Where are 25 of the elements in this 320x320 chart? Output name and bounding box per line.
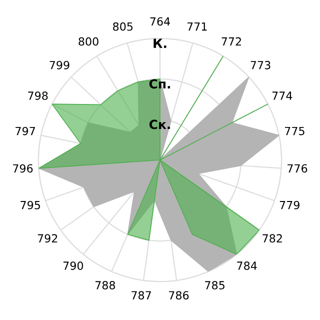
y-tick-label: К.	[154, 38, 166, 48]
spoke-label: 797	[16, 126, 35, 136]
spoke-label: 782	[262, 234, 282, 243]
spoke-label: 773	[250, 60, 270, 70]
spoke-label: 785	[205, 281, 224, 290]
spoke-label: 805	[113, 22, 133, 31]
spoke-label: 799	[50, 60, 70, 70]
spoke-label: 779	[280, 200, 300, 210]
spoke-label: 772	[222, 37, 241, 46]
spoke-label: 790	[63, 262, 84, 270]
spoke-label: 764	[150, 17, 170, 26]
spoke-label: 798	[28, 92, 48, 100]
spoke-label: 787	[132, 291, 151, 300]
spoke-label: 775	[285, 126, 304, 136]
spoke-label: 784	[237, 262, 257, 270]
spoke-label: 788	[96, 281, 116, 290]
spoke-label: 795	[20, 200, 40, 210]
spoke-label: 796	[13, 164, 33, 173]
spoke-label: 776	[288, 164, 308, 173]
spoke-label: 774	[272, 92, 292, 100]
spoke-label: 800	[78, 37, 98, 46]
spoke-label: 771	[187, 22, 207, 31]
y-tick-label: Ск.	[149, 120, 170, 130]
spoke-label: 792	[38, 234, 58, 243]
spoke-label: 786	[169, 291, 189, 300]
